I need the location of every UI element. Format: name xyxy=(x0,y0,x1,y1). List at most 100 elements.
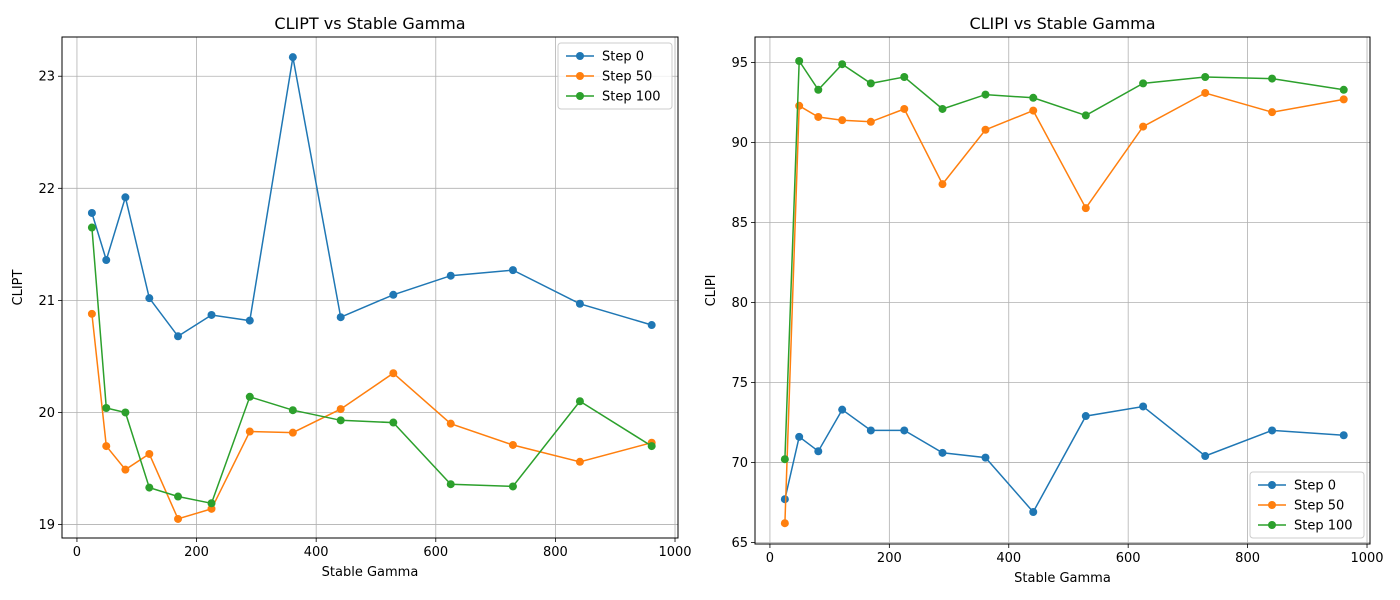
data-point xyxy=(981,90,990,99)
data-point xyxy=(1339,85,1348,94)
data-point xyxy=(1201,88,1210,97)
data-point xyxy=(1029,508,1038,517)
data-point xyxy=(446,271,455,280)
data-point xyxy=(1139,79,1148,88)
y-tick-label: 19 xyxy=(38,518,55,533)
data-point xyxy=(866,426,875,435)
data-point xyxy=(900,72,909,81)
data-point xyxy=(174,514,183,523)
data-point xyxy=(1268,74,1277,83)
x-tick-label: 600 xyxy=(423,545,448,560)
x-tick-label: 0 xyxy=(73,545,81,560)
legend-label: Step 0 xyxy=(1294,479,1336,494)
x-tick-label: 0 xyxy=(766,551,774,566)
data-point xyxy=(288,428,297,437)
series-line-step-0 xyxy=(91,57,652,338)
x-axis-label: Stable Gamma xyxy=(322,565,419,580)
x-tick-label: 400 xyxy=(304,545,329,560)
data-point xyxy=(508,482,517,491)
x-axis-label: Stable Gamma xyxy=(1014,571,1111,586)
y-tick-label: 70 xyxy=(731,456,748,471)
data-point xyxy=(647,321,656,330)
y-tick-label: 95 xyxy=(731,56,748,71)
data-point xyxy=(207,499,216,508)
data-point xyxy=(938,448,947,457)
data-point xyxy=(145,483,154,492)
data-point xyxy=(174,332,183,341)
data-point xyxy=(1339,431,1348,440)
data-point xyxy=(900,426,909,435)
data-point xyxy=(1268,108,1277,117)
data-point xyxy=(336,405,345,414)
data-point xyxy=(575,397,584,406)
x-tick-label: 400 xyxy=(996,551,1021,566)
y-tick-label: 21 xyxy=(38,294,55,309)
plot-area xyxy=(61,36,679,539)
legend-swatch-marker xyxy=(576,72,584,80)
data-point xyxy=(174,492,183,501)
data-point xyxy=(938,180,947,189)
data-point xyxy=(87,309,96,318)
series-line-step-0 xyxy=(784,405,1344,514)
series-line-step-100 xyxy=(91,227,653,505)
data-point xyxy=(102,256,111,265)
data-point xyxy=(575,299,584,308)
data-point xyxy=(245,427,254,436)
y-tick-label: 65 xyxy=(731,536,748,551)
data-point xyxy=(145,449,154,458)
data-point xyxy=(814,447,823,456)
data-point xyxy=(508,266,517,275)
legend-swatch-marker xyxy=(576,92,584,100)
legend-label: Step 100 xyxy=(602,90,661,105)
data-point xyxy=(838,405,847,414)
data-point xyxy=(780,519,789,528)
data-point xyxy=(508,440,517,449)
data-point xyxy=(87,223,96,232)
data-point xyxy=(866,117,875,126)
series-line-step-50 xyxy=(784,92,1344,524)
data-point xyxy=(336,416,345,425)
legend-label: Step 50 xyxy=(1294,499,1344,514)
legend-label: Step 50 xyxy=(602,70,652,85)
data-point xyxy=(389,369,398,378)
y-tick-label: 75 xyxy=(731,376,748,391)
data-point xyxy=(288,406,297,415)
x-tick-label: 800 xyxy=(1235,551,1260,566)
data-point xyxy=(814,112,823,121)
plot-area xyxy=(754,36,1371,545)
data-point xyxy=(795,432,804,441)
data-point xyxy=(1029,106,1038,115)
y-tick-label: 22 xyxy=(38,182,55,197)
y-tick-label: 23 xyxy=(38,70,55,85)
data-point xyxy=(838,60,847,69)
data-point xyxy=(1029,93,1038,102)
data-point xyxy=(780,455,789,464)
data-point xyxy=(336,313,345,322)
legend-label: Step 0 xyxy=(602,50,644,65)
data-point xyxy=(1268,426,1277,435)
data-point xyxy=(245,392,254,401)
data-point xyxy=(446,419,455,428)
data-point xyxy=(838,116,847,125)
data-point xyxy=(1201,72,1210,81)
data-point xyxy=(1339,95,1348,104)
data-point xyxy=(981,125,990,134)
legend-box xyxy=(557,42,673,110)
data-point xyxy=(288,53,297,62)
legend-swatch-marker xyxy=(1268,481,1276,489)
data-point xyxy=(389,290,398,299)
legend: Step 0 Step 50 Step 100 xyxy=(557,42,673,110)
data-point xyxy=(121,193,130,202)
data-point xyxy=(446,480,455,489)
data-point xyxy=(1139,122,1148,131)
legend-box xyxy=(1249,471,1365,539)
data-point xyxy=(245,316,254,325)
data-point xyxy=(102,403,111,412)
x-tick-label: 1000 xyxy=(1350,551,1383,566)
legend-swatch-marker xyxy=(1268,501,1276,509)
legend-label: Step 100 xyxy=(1294,519,1353,534)
data-point xyxy=(795,101,804,110)
data-point xyxy=(145,294,154,303)
